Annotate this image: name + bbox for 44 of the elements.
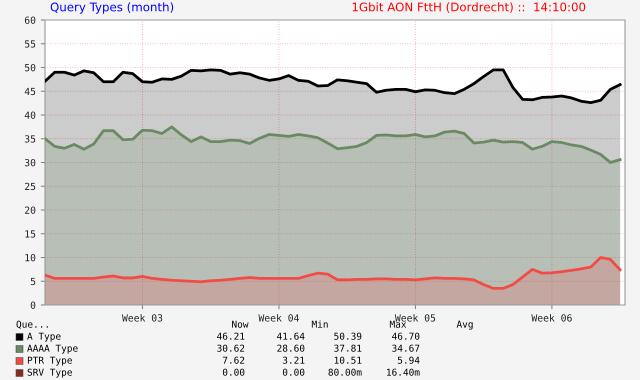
text: 34.67 — [392, 344, 420, 352]
text: 3.21 — [282, 356, 304, 364]
legend-label: PTR Type — [28, 356, 72, 366]
legend-label: AAAA Type — [27, 344, 78, 354]
text: 46.70 — [392, 332, 420, 340]
text: 46.21 — [217, 332, 244, 340]
y-tick-label: 45 — [24, 88, 36, 96]
text: 28.60 — [277, 344, 304, 352]
y-tick-label: 30 — [24, 159, 36, 166]
y-tick-label: 20 — [24, 206, 36, 214]
text: 80.00m — [328, 368, 362, 376]
text: 37.81 — [334, 344, 362, 352]
y-tick-label: 15 — [25, 230, 36, 238]
text: Min — [312, 320, 328, 328]
x-tick-label: Week 04 — [258, 314, 299, 322]
x-tick-label: Week 05 — [394, 314, 436, 322]
text: 50.39 — [334, 332, 362, 340]
x-tick-label: Week 03 — [122, 314, 162, 322]
y-tick-label: 35 — [24, 135, 36, 143]
chart-title: Query Types (month) — [50, 2, 174, 14]
text: 0.00 — [222, 368, 244, 376]
y-tick-label: 0 — [30, 302, 36, 309]
y-tick-label: 40 — [24, 112, 36, 119]
text: Now — [232, 320, 249, 328]
text: 7.62 — [222, 356, 244, 364]
legend-label: A Type — [27, 332, 61, 342]
x-tick-label: Week 06 — [531, 314, 572, 322]
y-tick-label: 25 — [24, 182, 36, 190]
text: 16.40m — [387, 368, 420, 376]
y-tick-label: 55 — [24, 40, 36, 48]
y-tick-label: 60 — [24, 16, 36, 24]
text: 10.51 — [334, 356, 362, 364]
text: Que... — [16, 320, 48, 329]
text: 5.94 — [398, 356, 420, 364]
y-tick-label: 10 — [25, 254, 36, 262]
y-tick-label: 50 — [24, 64, 36, 72]
y-tick-label: 5 — [30, 278, 36, 286]
legend-label: SRV Type — [28, 368, 72, 378]
text: 0.00 — [282, 368, 304, 376]
text: 41.64 — [277, 332, 305, 340]
text: 30.62 — [217, 344, 244, 352]
text: Max — [390, 320, 406, 328]
chart-subtitle: 1Gbit AON FttH (Dordrecht) :: 14:10:00 — [352, 2, 586, 13]
text: Avg — [456, 320, 473, 330]
